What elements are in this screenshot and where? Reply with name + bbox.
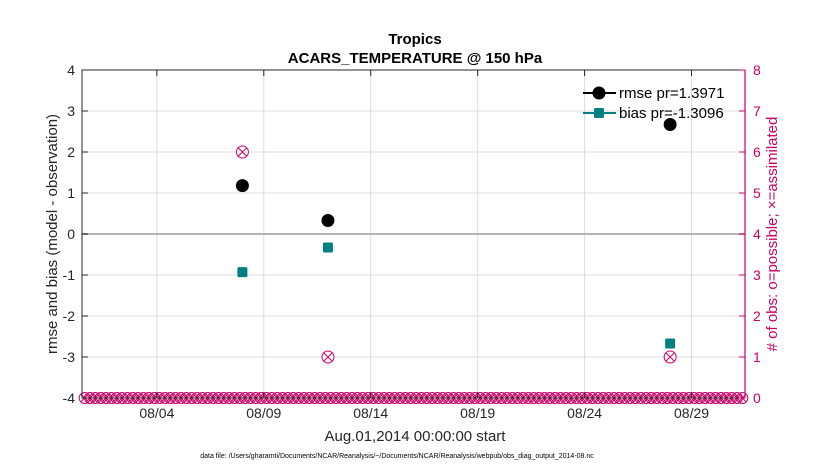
x-tick-label: 08/09	[246, 405, 281, 421]
obs_assimilated-point	[665, 352, 675, 362]
y2-tick-label: 2	[753, 308, 761, 324]
y-tick-label: 4	[67, 62, 75, 78]
y-tick-label: 0	[67, 226, 75, 242]
legend: rmse pr=1.3971 bias pr=-1.3096	[583, 85, 724, 122]
data-marks	[235, 118, 677, 364]
y2-tick-label: 0	[753, 390, 761, 406]
x-axis-label: Aug.01,2014 00:00:00 start	[325, 428, 507, 445]
y-tick-label: 1	[67, 185, 75, 201]
y-tick-label: -3	[63, 349, 76, 365]
y-axis-label: rmse and bias (model - observation)	[44, 114, 61, 354]
y2-tick-label: 8	[753, 62, 761, 78]
y-tick-label: -1	[63, 267, 76, 283]
x-tick-label: 08/29	[674, 405, 709, 421]
y2-tick-label: 4	[753, 226, 761, 242]
x-tick-label: 08/24	[567, 405, 602, 421]
rmse-point	[663, 118, 677, 132]
obs_assimilated-point	[323, 352, 333, 362]
y-tick-label: 2	[67, 144, 75, 160]
axes: 08/04 08/09 08/14 08/19 08/24 08/29 4 3 2 1 0 -1 -2 -…	[63, 62, 761, 421]
obs_assimilated-point	[238, 147, 247, 157]
chart-title: Tropics	[388, 31, 441, 48]
y2-axis-label: # of obs: o=possible; ×=assimilated	[764, 117, 781, 352]
x-tick-label: 08/04	[139, 405, 174, 421]
legend-rmse-marker	[592, 86, 606, 100]
legend-bias-marker	[594, 108, 604, 118]
y-tick-label: -2	[63, 308, 76, 324]
y2-tick-label: 6	[753, 144, 761, 160]
data-file-footnote: data file: /Users/gharamti/Documents/NCA…	[200, 453, 594, 460]
x-tick-label: 08/19	[460, 405, 495, 421]
x-tick-label: 08/14	[353, 405, 388, 421]
y-tick-label: -4	[63, 390, 76, 406]
bias-point	[322, 242, 333, 253]
rmse-point	[235, 179, 249, 193]
y2-tick-label: 3	[753, 267, 761, 283]
chart-subtitle: ACARS_TEMPERATURE @ 150 hPa	[288, 50, 543, 67]
y-tick-label: 3	[67, 103, 75, 119]
y2-tick-label: 1	[753, 349, 761, 365]
bias-point	[665, 338, 676, 349]
legend-rmse-label: rmse pr=1.3971	[619, 85, 724, 102]
bias-point	[237, 267, 248, 278]
legend-bias-label: bias pr=-1.3096	[619, 105, 724, 122]
y2-tick-label: 5	[753, 185, 761, 201]
y2-tick-label: 7	[753, 103, 761, 119]
rmse-point	[321, 213, 335, 227]
